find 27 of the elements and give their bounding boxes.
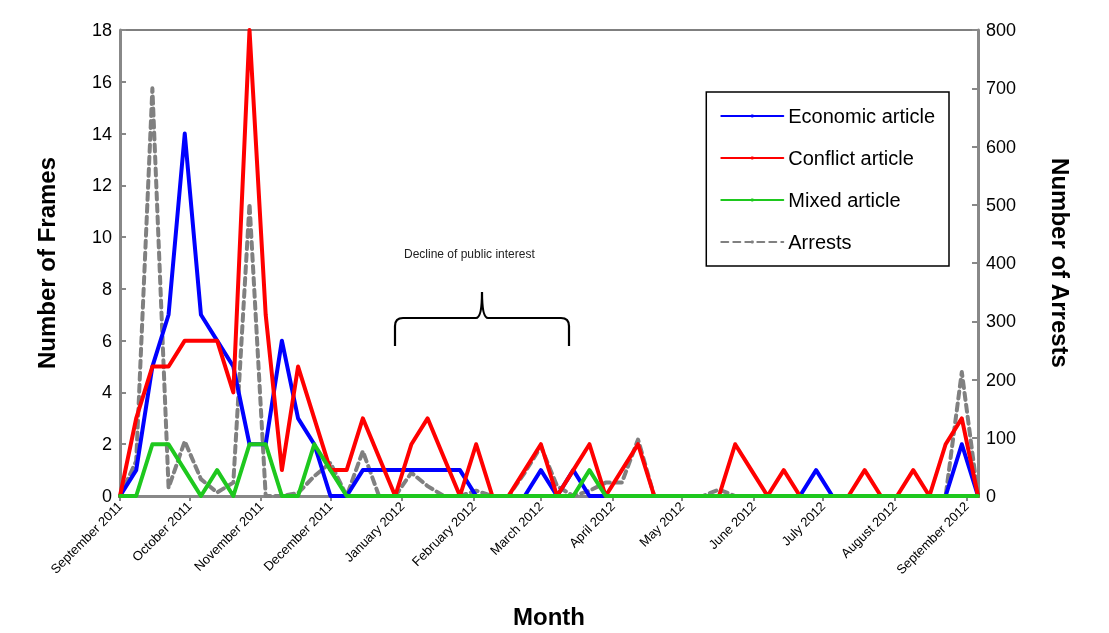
y-tick-label: 18 xyxy=(91,20,112,40)
y-tick-label: 4 xyxy=(101,382,112,403)
y-tick-label: 10 xyxy=(91,227,112,248)
y2-tick-label: 100 xyxy=(986,427,1017,448)
x-axis-title: Month xyxy=(513,602,585,630)
y2-tick-label: 400 xyxy=(986,253,1017,273)
legend-label: Conflict article xyxy=(788,147,914,169)
legend-label: Mixed article xyxy=(788,189,901,211)
y-axis-title: Number of Frames xyxy=(32,156,60,370)
y2-axis-title: Number of Arrests xyxy=(1046,158,1074,368)
y2-tick-label: 500 xyxy=(986,194,1017,215)
legend-label: Economic article xyxy=(788,105,935,127)
y-tick-label: 12 xyxy=(91,175,112,196)
y-tick-label: 14 xyxy=(91,123,112,144)
y-tick-label: 2 xyxy=(101,434,112,455)
y2-tick-label: 700 xyxy=(986,78,1017,99)
y-tick-label: 16 xyxy=(91,71,112,92)
annotation: Decline of public interest xyxy=(404,247,536,261)
y2-tick-label: 200 xyxy=(986,369,1017,390)
y-tick-label: 0 xyxy=(101,486,112,506)
y-tick-label: 8 xyxy=(101,278,112,299)
y2-tick-label: 800 xyxy=(986,20,1017,40)
legend-label: Arrests xyxy=(788,231,852,253)
y-tick-label: 6 xyxy=(101,330,112,351)
y2-tick-label: 300 xyxy=(986,311,1017,332)
y2-tick-label: 600 xyxy=(986,136,1017,157)
y2-tick-label: 0 xyxy=(986,486,997,506)
